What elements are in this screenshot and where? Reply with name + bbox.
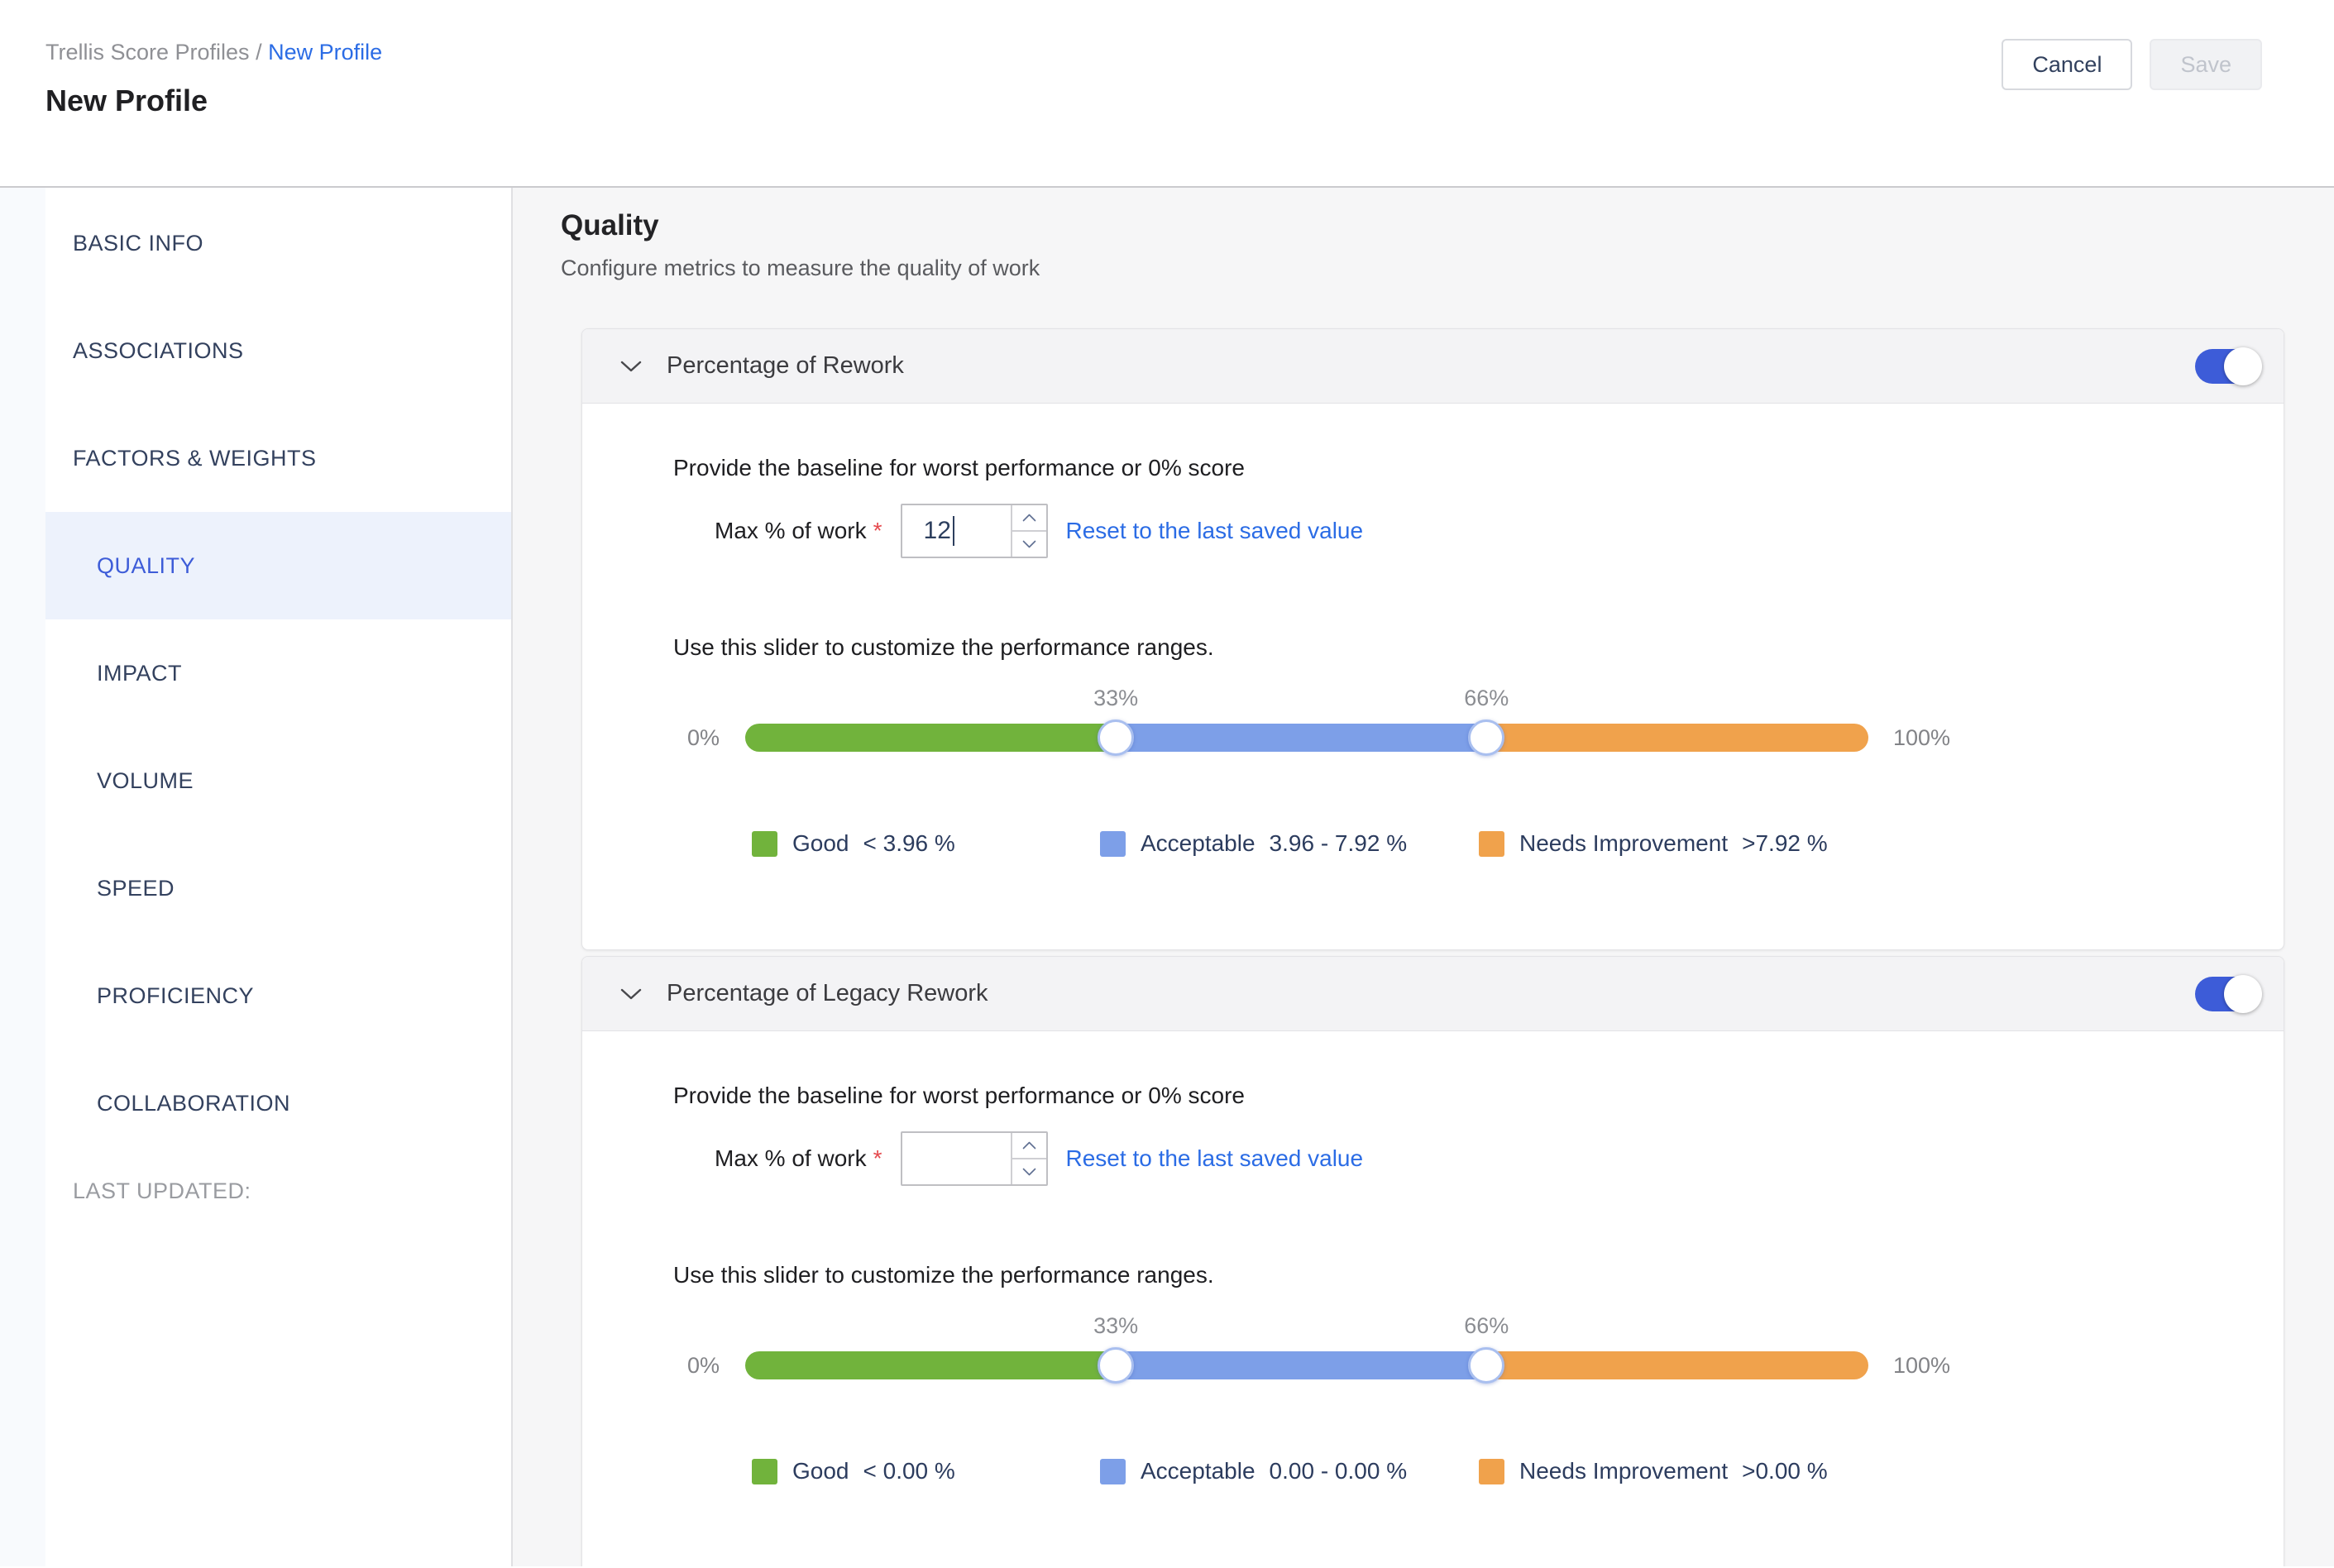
panel-header[interactable]: Percentage of Legacy Rework (582, 957, 2284, 1031)
slider-min-label: 0% (686, 724, 720, 750)
slider-max-label: 100% (1893, 1352, 1951, 1378)
legend-name: Needs Improvement (1519, 830, 1729, 856)
stepper-up-button[interactable] (1012, 505, 1046, 532)
chevron-down-icon[interactable] (620, 987, 642, 1001)
handle1-label: 33% (1093, 686, 1139, 710)
slider-track[interactable] (745, 1347, 1868, 1384)
handle2-label: 66% (1464, 1313, 1509, 1338)
acceptable-swatch (1100, 830, 1126, 857)
sidebar-item-impact[interactable]: IMPACT (97, 660, 182, 686)
slider-handle-2[interactable] (1468, 1347, 1505, 1384)
good-swatch (752, 1458, 777, 1484)
metric-panel-percentage-of-legacy-rework: Percentage of Legacy Rework Provide the … (581, 956, 2284, 1566)
acceptable-swatch (1100, 1458, 1126, 1484)
page-header: Trellis Score Profiles / New Profile New… (0, 0, 2334, 188)
breadcrumb-separator: / (249, 40, 269, 65)
main-content: Quality Configure metrics to measure the… (513, 188, 2334, 1566)
slider-max-label: 100% (1893, 724, 1951, 750)
breadcrumb: Trellis Score Profiles / New Profile (45, 40, 382, 65)
max-percent-label: Max % of work (715, 518, 867, 543)
sidebar-item-proficiency[interactable]: PROFICIENCY (97, 982, 255, 1008)
sidebar-item-speed[interactable]: SPEED (97, 875, 175, 901)
metric-enabled-toggle[interactable] (2195, 974, 2262, 1013)
sidebar-item-factors-weights[interactable]: FACTORS & WEIGHTS (73, 445, 317, 471)
needs-segment (1486, 724, 1868, 752)
legend-name: Acceptable (1141, 1458, 1255, 1484)
text-caret (952, 516, 954, 546)
acceptable-segment (1116, 724, 1487, 752)
required-marker: * (873, 1145, 882, 1171)
sidebar-item-quality[interactable]: QUALITY (45, 512, 511, 619)
needs-segment (1486, 1351, 1868, 1379)
legend-name: Good (792, 830, 849, 856)
panel-title: Percentage of Rework (667, 352, 904, 379)
baseline-instruction: Provide the baseline for worst performan… (673, 455, 1245, 480)
max-percent-input[interactable] (900, 1131, 1048, 1186)
range-legend: Good < 0.00 % Acceptable 0.00 - 0.00 % N… (752, 1458, 2284, 1484)
good-segment (745, 724, 1117, 752)
acceptable-segment (1116, 1351, 1487, 1379)
baseline-instruction: Provide the baseline for worst performan… (673, 1083, 1245, 1108)
legend-value: 0.00 - 0.00 % (1269, 1458, 1408, 1484)
slider-min-label: 0% (686, 1352, 720, 1378)
slider-instruction: Use this slider to customize the perform… (673, 634, 1214, 660)
toggle-knob (2224, 347, 2262, 385)
required-marker: * (873, 518, 882, 543)
save-button[interactable]: Save (2150, 39, 2262, 90)
performance-range-slider: 33% 66% 0% 100% (673, 1313, 2284, 1384)
section-title: Quality (561, 209, 659, 241)
good-swatch (752, 830, 777, 857)
slider-track[interactable] (745, 719, 1868, 756)
legend-name: Good (792, 1458, 849, 1484)
sidebar-item-associations[interactable]: ASSOCIATIONS (73, 337, 244, 363)
reset-link[interactable]: Reset to the last saved value (1065, 518, 1364, 543)
cancel-button[interactable]: Cancel (2002, 39, 2133, 90)
metric-panel-percentage-of-rework: Percentage of Rework Provide the baselin… (581, 328, 2284, 950)
handle2-label: 66% (1464, 686, 1509, 710)
range-legend: Good < 3.96 % Acceptable 3.96 - 7.92 % N… (752, 830, 2284, 857)
panel-header[interactable]: Percentage of Rework (582, 329, 2284, 404)
legend-value: >7.92 % (1742, 830, 1828, 856)
max-percent-input[interactable]: 12 (900, 504, 1048, 558)
legend-value: < 3.96 % (863, 830, 955, 856)
slider-handle-1[interactable] (1098, 1347, 1135, 1384)
reset-link[interactable]: Reset to the last saved value (1065, 1145, 1364, 1171)
slider-instruction: Use this slider to customize the perform… (673, 1262, 1214, 1288)
section-subtitle: Configure metrics to measure the quality… (561, 256, 1040, 280)
slider-handle-1[interactable] (1098, 719, 1135, 756)
legend-value: 3.96 - 7.92 % (1269, 830, 1408, 856)
handle1-label: 33% (1093, 1313, 1139, 1338)
sidebar-item-volume[interactable]: VOLUME (97, 767, 194, 793)
legend-name: Needs Improvement (1519, 1458, 1729, 1484)
sidebar-item-basic-info[interactable]: BASIC INFO (73, 230, 204, 256)
legend-value: >0.00 % (1742, 1458, 1828, 1484)
stepper-down-button[interactable] (1012, 1159, 1046, 1184)
last-updated-label: LAST UPDATED: (73, 1178, 251, 1203)
breadcrumb-parent[interactable]: Trellis Score Profiles (45, 40, 250, 65)
max-percent-label: Max % of work (715, 1145, 867, 1171)
needs-improvement-swatch (1479, 830, 1504, 857)
performance-range-slider: 33% 66% 0% 100% (673, 686, 2284, 756)
panel-title: Percentage of Legacy Rework (667, 980, 988, 1006)
sidebar-nav: BASIC INFO ASSOCIATIONS FACTORS & WEIGHT… (45, 188, 513, 1566)
stepper-up-button[interactable] (1012, 1133, 1046, 1159)
legend-value: < 0.00 % (863, 1458, 955, 1484)
input-value: 12 (923, 517, 951, 544)
needs-improvement-swatch (1479, 1458, 1504, 1484)
sidebar-item-collaboration[interactable]: COLLABORATION (97, 1090, 291, 1116)
chevron-down-icon[interactable] (620, 360, 642, 373)
left-rail (0, 188, 45, 1566)
page-title: New Profile (45, 84, 208, 117)
legend-name: Acceptable (1141, 830, 1255, 856)
slider-handle-2[interactable] (1468, 719, 1505, 756)
metric-enabled-toggle[interactable] (2195, 347, 2262, 385)
good-segment (745, 1351, 1117, 1379)
breadcrumb-current[interactable]: New Profile (268, 40, 383, 65)
stepper-down-button[interactable] (1012, 532, 1046, 557)
toggle-knob (2224, 974, 2262, 1013)
